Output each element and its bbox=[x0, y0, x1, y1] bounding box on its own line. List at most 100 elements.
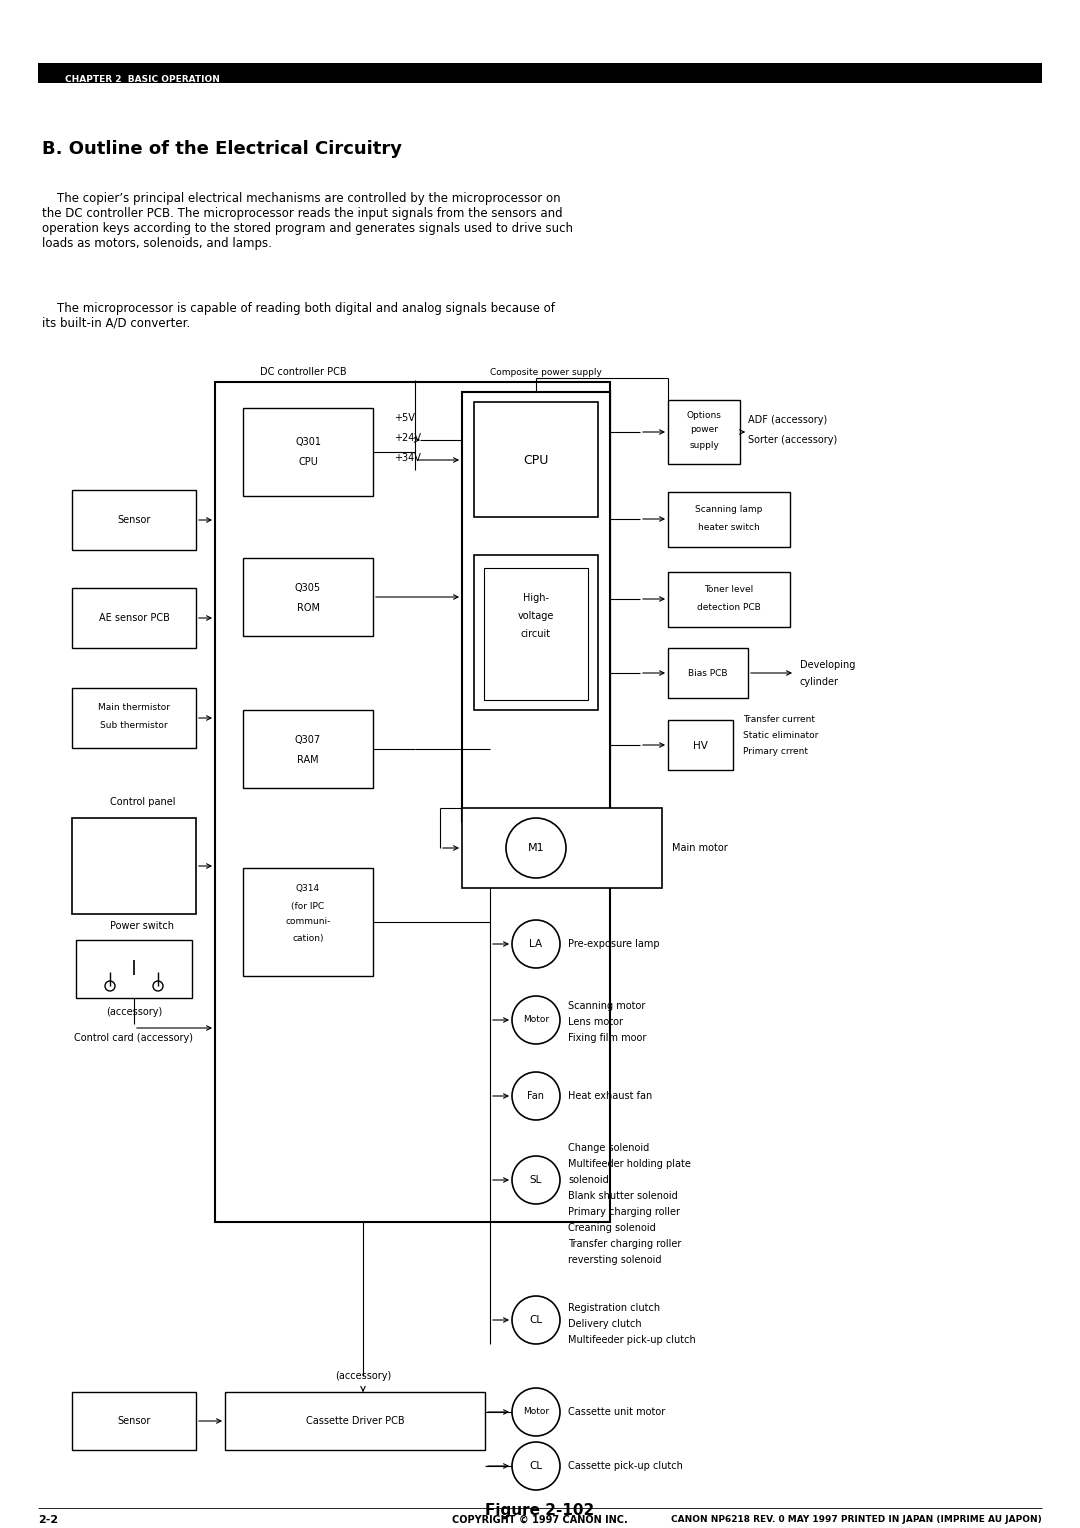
Text: cylinder: cylinder bbox=[800, 677, 839, 688]
Text: reversting solenoid: reversting solenoid bbox=[568, 1254, 661, 1265]
Text: Developing: Developing bbox=[800, 660, 855, 669]
Text: +34V: +34V bbox=[394, 452, 421, 463]
Text: Delivery clutch: Delivery clutch bbox=[568, 1319, 642, 1329]
Bar bbox=[72, 688, 195, 749]
Text: +24V: +24V bbox=[394, 432, 421, 443]
Bar bbox=[243, 558, 373, 636]
Text: SL: SL bbox=[530, 1175, 542, 1186]
Circle shape bbox=[153, 981, 163, 992]
Text: Motor: Motor bbox=[523, 1016, 549, 1024]
Text: Figure 2-102: Figure 2-102 bbox=[485, 1502, 595, 1517]
Bar bbox=[225, 1392, 485, 1450]
Text: ADF (accessory): ADF (accessory) bbox=[748, 416, 827, 425]
Text: CANON NP6218 REV. 0 MAY 1997 PRINTED IN JAPAN (IMPRIME AU JAPON): CANON NP6218 REV. 0 MAY 1997 PRINTED IN … bbox=[672, 1516, 1042, 1525]
Text: Q305: Q305 bbox=[295, 584, 321, 593]
Bar bbox=[669, 720, 733, 770]
Circle shape bbox=[512, 996, 561, 1044]
Text: Multifeeder holding plate: Multifeeder holding plate bbox=[568, 1160, 691, 1169]
Circle shape bbox=[512, 920, 561, 969]
Bar bbox=[72, 588, 195, 648]
Text: The copier’s principal electrical mechanisms are controlled by the microprocesso: The copier’s principal electrical mechan… bbox=[42, 193, 573, 251]
Bar bbox=[462, 393, 610, 822]
Text: (for IPC: (for IPC bbox=[292, 902, 325, 911]
Text: heater switch: heater switch bbox=[698, 524, 760, 532]
Text: (accessory): (accessory) bbox=[106, 1007, 162, 1018]
Text: Transfer current: Transfer current bbox=[743, 715, 815, 724]
Text: Q301: Q301 bbox=[295, 437, 321, 448]
Bar bbox=[669, 571, 789, 626]
Circle shape bbox=[512, 1442, 561, 1490]
Text: Primary charging roller: Primary charging roller bbox=[568, 1207, 680, 1216]
Text: CHAPTER 2  BASIC OPERATION: CHAPTER 2 BASIC OPERATION bbox=[65, 75, 220, 84]
Text: LA: LA bbox=[529, 940, 542, 949]
Text: communi-: communi- bbox=[285, 917, 330, 926]
Circle shape bbox=[512, 1157, 561, 1204]
Text: Bias PCB: Bias PCB bbox=[688, 669, 728, 678]
Bar bbox=[243, 711, 373, 788]
Bar bbox=[72, 1392, 195, 1450]
Text: DC controller PCB: DC controller PCB bbox=[260, 367, 347, 377]
Text: B. Outline of the Electrical Circuitry: B. Outline of the Electrical Circuitry bbox=[42, 141, 402, 157]
Bar bbox=[669, 648, 748, 698]
Text: Transfer charging roller: Transfer charging roller bbox=[568, 1239, 681, 1248]
Text: Multifeeder pick-up clutch: Multifeeder pick-up clutch bbox=[568, 1335, 696, 1345]
Text: Blank shutter solenoid: Blank shutter solenoid bbox=[568, 1190, 678, 1201]
Text: Pre-exposure lamp: Pre-exposure lamp bbox=[568, 940, 660, 949]
Text: CL: CL bbox=[529, 1316, 542, 1325]
Circle shape bbox=[512, 1073, 561, 1120]
Text: CPU: CPU bbox=[298, 457, 318, 468]
Text: Fixing film moor: Fixing film moor bbox=[568, 1033, 646, 1044]
Text: voltage: voltage bbox=[517, 611, 554, 620]
Bar bbox=[38, 63, 1042, 83]
Text: High-: High- bbox=[523, 593, 549, 604]
Text: ROM: ROM bbox=[297, 604, 320, 613]
Text: Registration clutch: Registration clutch bbox=[568, 1303, 660, 1313]
Text: CPU: CPU bbox=[524, 454, 549, 466]
Bar bbox=[669, 492, 789, 547]
Text: Q314: Q314 bbox=[296, 883, 320, 892]
Text: Q307: Q307 bbox=[295, 735, 321, 746]
Text: cation): cation) bbox=[293, 934, 324, 943]
Text: +5V: +5V bbox=[394, 413, 415, 423]
Bar bbox=[42, 66, 60, 79]
Text: Sensor: Sensor bbox=[118, 1416, 151, 1426]
Bar bbox=[72, 490, 195, 550]
Bar bbox=[72, 817, 195, 914]
Text: Change solenoid: Change solenoid bbox=[568, 1143, 649, 1154]
Circle shape bbox=[512, 1296, 561, 1345]
Text: Cassette pick-up clutch: Cassette pick-up clutch bbox=[568, 1461, 683, 1471]
Bar bbox=[484, 568, 588, 700]
Text: Lens motor: Lens motor bbox=[568, 1018, 623, 1027]
Bar bbox=[462, 808, 662, 888]
Text: Static eliminator: Static eliminator bbox=[743, 732, 819, 741]
Circle shape bbox=[512, 1387, 561, 1436]
Text: Control panel: Control panel bbox=[110, 798, 175, 807]
Text: Power switch: Power switch bbox=[110, 921, 174, 931]
Text: Main thermistor: Main thermistor bbox=[98, 703, 170, 712]
Text: Toner level: Toner level bbox=[704, 585, 754, 594]
Bar bbox=[243, 868, 373, 976]
Text: HV: HV bbox=[692, 741, 707, 750]
Text: The microprocessor is capable of reading both digital and analog signals because: The microprocessor is capable of reading… bbox=[42, 303, 555, 330]
Circle shape bbox=[105, 981, 114, 992]
Text: AE sensor PCB: AE sensor PCB bbox=[98, 613, 170, 623]
Text: supply: supply bbox=[689, 440, 719, 449]
Circle shape bbox=[507, 817, 566, 879]
Text: Heat exhaust fan: Heat exhaust fan bbox=[568, 1091, 652, 1102]
Text: Scanning motor: Scanning motor bbox=[568, 1001, 646, 1012]
Bar bbox=[215, 382, 610, 1222]
Text: Sub thermistor: Sub thermistor bbox=[100, 721, 167, 730]
Text: detection PCB: detection PCB bbox=[697, 604, 761, 613]
Bar bbox=[474, 555, 598, 711]
Text: Motor: Motor bbox=[523, 1407, 549, 1416]
Text: Fan: Fan bbox=[527, 1091, 544, 1102]
Text: Cassette Driver PCB: Cassette Driver PCB bbox=[306, 1416, 404, 1426]
Text: Cassette unit motor: Cassette unit motor bbox=[568, 1407, 665, 1416]
Text: Primary crrent: Primary crrent bbox=[743, 747, 808, 756]
Bar bbox=[669, 400, 740, 465]
Text: Creaning solenoid: Creaning solenoid bbox=[568, 1222, 656, 1233]
Text: (accessory): (accessory) bbox=[335, 1371, 391, 1381]
Bar bbox=[76, 940, 192, 998]
Text: Main motor: Main motor bbox=[672, 843, 728, 853]
Text: Sorter (accessory): Sorter (accessory) bbox=[748, 435, 837, 445]
